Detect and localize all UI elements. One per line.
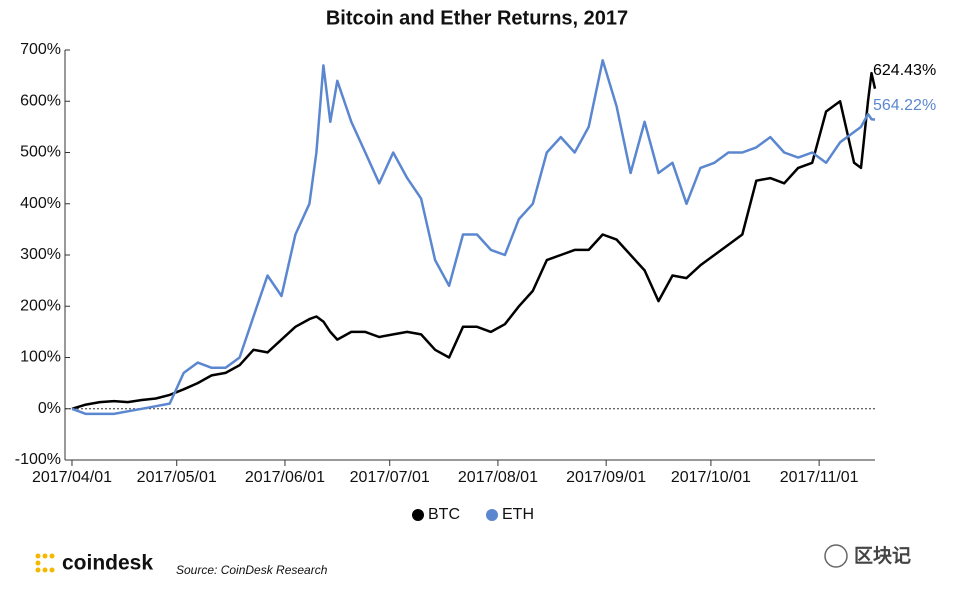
- x-tick-label: 2017/11/01: [780, 469, 859, 486]
- x-tick-label: 2017/07/01: [350, 469, 430, 486]
- x-tick-label: 2017/04/01: [32, 469, 112, 486]
- legend-label: ETH: [502, 506, 534, 523]
- y-tick-label: -100%: [15, 451, 61, 468]
- value-label: 564.22%: [873, 97, 936, 114]
- value-label: 624.43%: [873, 62, 936, 79]
- watermark-icon: [824, 544, 848, 568]
- watermark: 区块记: [854, 545, 911, 567]
- y-tick-label: 600%: [20, 92, 61, 109]
- x-tick-label: 2017/10/01: [671, 469, 751, 486]
- y-tick-label: 0%: [38, 400, 61, 417]
- brand-name: coindesk: [62, 552, 153, 575]
- chart-title: Bitcoin and Ether Returns, 2017: [326, 7, 628, 29]
- x-tick-label: 2017/08/01: [458, 469, 538, 486]
- legend-label: BTC: [428, 506, 460, 523]
- series-line: [71, 59, 876, 416]
- series-line: [71, 71, 877, 410]
- x-tick-label: 2017/05/01: [137, 469, 217, 486]
- y-tick-label: 500%: [20, 144, 61, 161]
- legend-marker: [412, 509, 424, 521]
- x-tick-label: 2017/06/01: [245, 469, 325, 486]
- y-tick-label: 400%: [20, 195, 61, 212]
- y-tick-label: 300%: [20, 246, 61, 263]
- y-tick-label: 100%: [20, 349, 61, 366]
- x-tick-label: 2017/09/01: [566, 469, 646, 486]
- brand-logo: [35, 553, 55, 573]
- y-tick-label: 700%: [20, 41, 61, 58]
- legend-marker: [486, 509, 498, 521]
- y-tick-label: 200%: [20, 297, 61, 314]
- source-note: Source: CoinDesk Research: [176, 563, 328, 577]
